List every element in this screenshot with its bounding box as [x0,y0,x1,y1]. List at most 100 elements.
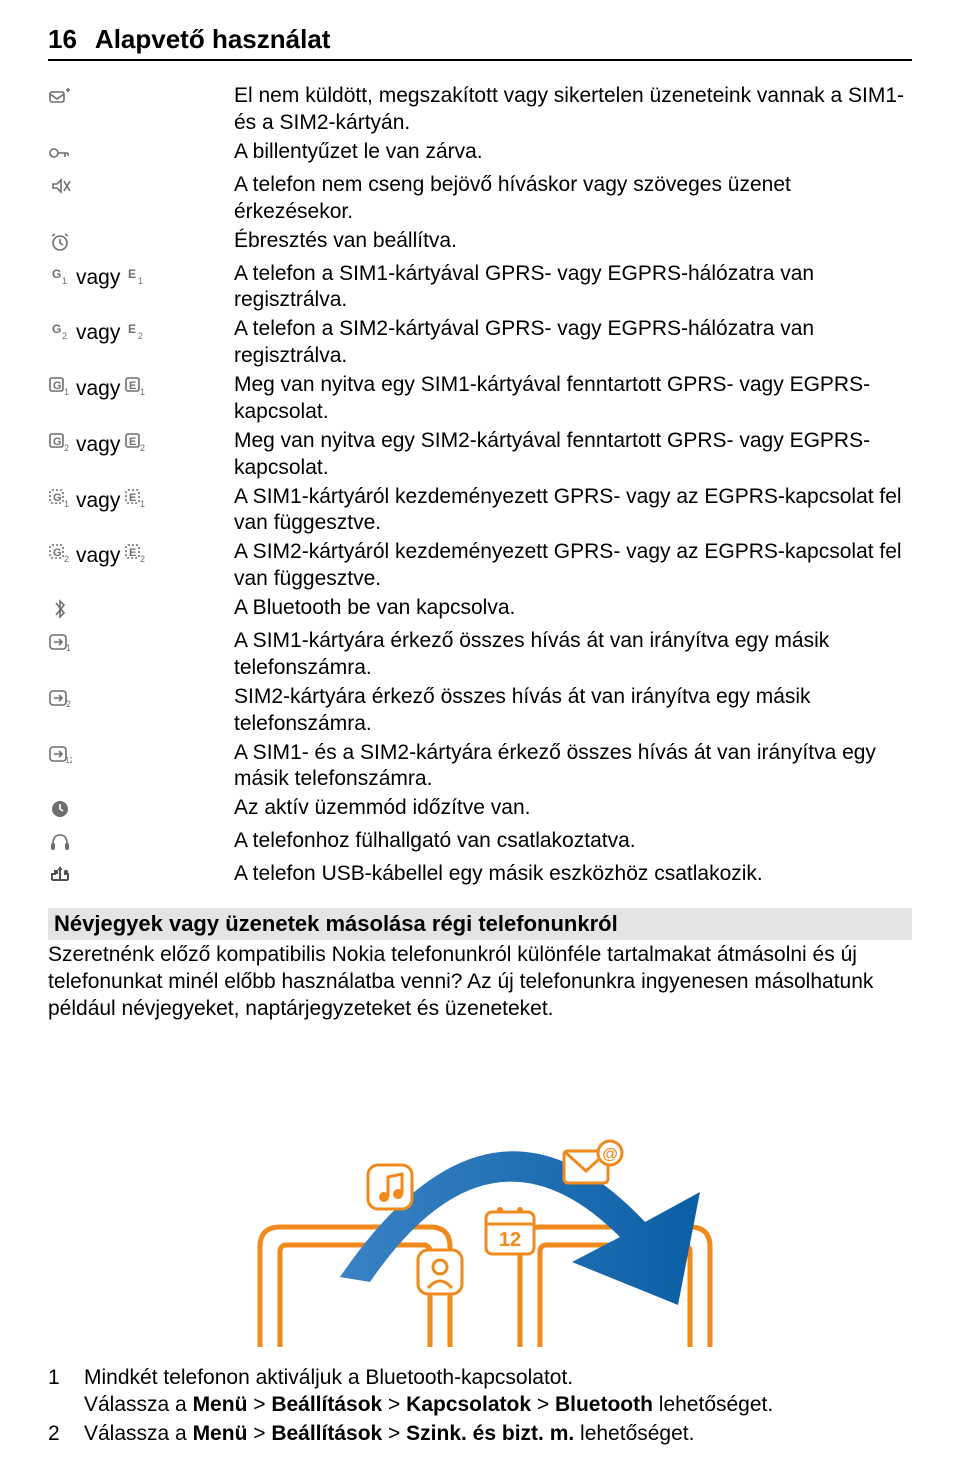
indicator-text: A telefon a SIM2-kártyával GPRS- vagy EG… [234,316,912,370]
gbox1-icon: G1 [48,375,72,403]
fwd1-icon: 1 [48,631,72,659]
step-text: Válassza a Menü > Beállítások > Szink. é… [84,1421,912,1448]
indicator-icons [48,828,234,859]
fwd2-icon: 2 [48,687,72,715]
svg-text:E: E [128,267,136,281]
fwd12-icon: 12 [48,743,72,771]
indicator-icons [48,795,234,826]
svg-text:2: 2 [64,443,69,453]
svg-text:2: 2 [62,331,67,341]
usb-icon [48,864,72,892]
svg-text:E: E [129,547,136,559]
step-bold-text: Bluetooth [555,1393,653,1416]
step-plain-text: lehetőséget. [574,1422,694,1445]
e2-icon: E2 [124,319,148,347]
svg-text:E: E [128,322,136,336]
svg-text:G: G [53,380,62,392]
headset-icon [48,831,72,859]
illustration: 12 @ [48,1037,912,1347]
svg-text:2: 2 [66,699,71,709]
gs2-icon: G2 [48,542,72,570]
svg-text:1: 1 [140,387,145,397]
ebox1-icon: E1 [124,375,148,403]
svg-text:2: 2 [140,554,145,564]
indicator-row: G2vagyE2Meg van nyitva egy SIM2-kártyáva… [48,428,912,482]
step-plain-text: Mindkét telefonon aktiváljuk a Bluetooth… [84,1366,573,1389]
indicator-row: El nem küldött, megszakított vagy sikert… [48,83,912,137]
indicator-icons [48,595,234,626]
alarm-icon [48,231,72,259]
indicator-text: A SIM1- és a SIM2-kártyára érkező összes… [234,740,912,794]
section-body: Szeretnénk előző kompatibilis Nokia tele… [48,942,912,1023]
svg-text:E: E [129,492,136,504]
indicator-icons: 12 [48,740,234,771]
calendar-label: 12 [499,1229,521,1251]
indicator-row: A billentyűzet le van zárva. [48,139,912,170]
step-bold-text: Beállítások [271,1422,382,1445]
step-bold-text: Menü [193,1422,248,1445]
outbox-icon [48,86,72,114]
or-label: vagy [76,544,120,568]
indicator-text: A SIM2-kártyáról kezdeményezett GPRS- va… [234,539,912,593]
step-plain-text: Válassza a [84,1393,193,1416]
indicator-text: A billentyűzet le van zárva. [234,139,912,166]
steps-list: 1Mindkét telefonon aktiváljuk a Bluetoot… [48,1365,912,1448]
svg-text:G: G [53,492,62,504]
gs1-icon: G1 [48,487,72,515]
svg-text:G: G [53,436,62,448]
indicator-text: Az aktív üzemmód időzítve van. [234,795,912,822]
svg-text:E: E [129,436,136,448]
or-label: vagy [76,433,120,457]
svg-text:G: G [53,547,62,559]
step-plain-text: > [247,1393,271,1416]
g2-icon: G2 [48,319,72,347]
clock-icon [48,798,72,826]
silent-icon [48,175,72,203]
indicator-row: G2vagyE2A SIM2-kártyáról kezdeményezett … [48,539,912,593]
gbox2-icon: G2 [48,431,72,459]
step-plain-text: Válassza a [84,1422,193,1445]
indicator-row: A telefonhoz fülhallgató van csatlakozta… [48,828,912,859]
step-bold-text: Menü [193,1393,248,1416]
indicator-icons: G1vagyE1 [48,484,234,515]
or-label: vagy [76,489,120,513]
step-row: 2Válassza a Menü > Beállítások > Szink. … [48,1421,912,1448]
step-plain-text: > [382,1393,406,1416]
indicator-row: G1vagyE1A telefon a SIM1-kártyával GPRS-… [48,261,912,315]
svg-text:@: @ [602,1146,618,1163]
svg-text:G: G [52,322,61,336]
indicator-row: A telefon nem cseng bejövő híváskor vagy… [48,172,912,226]
step-row: 1Mindkét telefonon aktiváljuk a Bluetoot… [48,1365,912,1419]
svg-text:2: 2 [64,554,69,564]
indicator-icons: G2vagyE2 [48,428,234,459]
indicator-icons [48,172,234,203]
indicator-text: A telefonhoz fülhallgató van csatlakozta… [234,828,912,855]
indicator-row: 2 SIM2-kártyára érkező összes hívás át va… [48,684,912,738]
indicator-row: G2vagyE2A telefon a SIM2-kártyával GPRS-… [48,316,912,370]
indicator-text: SIM2-kártyára érkező összes hívás át van… [234,684,912,738]
indicator-text: A Bluetooth be van kapcsolva. [234,595,912,622]
indicator-icons [48,139,234,170]
section-heading: Névjegyek vagy üzenetek másolása régi te… [48,908,912,940]
step-bold-text: Szink. és bizt. m. [406,1422,574,1445]
indicator-icons [48,83,234,114]
es1-icon: E1 [124,487,148,515]
step-number: 1 [48,1365,84,1419]
indicator-icons [48,228,234,259]
indicator-row: 1 A SIM1-kártyára érkező összes hívás át … [48,628,912,682]
indicator-row: G1vagyE1A SIM1-kártyáról kezdeményezett … [48,484,912,538]
step-plain-text: lehetőséget. [653,1393,773,1416]
page-number: 16 [48,24,77,55]
or-label: vagy [76,377,120,401]
step-number: 2 [48,1421,84,1448]
indicator-text: A SIM1-kártyára érkező összes hívás át v… [234,628,912,682]
indicator-icons: G2vagyE2 [48,316,234,347]
svg-text:2: 2 [140,443,145,453]
indicator-text: El nem küldött, megszakított vagy sikert… [234,83,912,137]
ebox2-icon: E2 [124,431,148,459]
indicator-icons: G1vagyE1 [48,372,234,403]
indicator-icons: G2vagyE2 [48,539,234,570]
bt-icon [48,598,72,626]
indicator-row: 12 A SIM1- és a SIM2-kártyára érkező össz… [48,740,912,794]
svg-text:1: 1 [64,499,69,509]
